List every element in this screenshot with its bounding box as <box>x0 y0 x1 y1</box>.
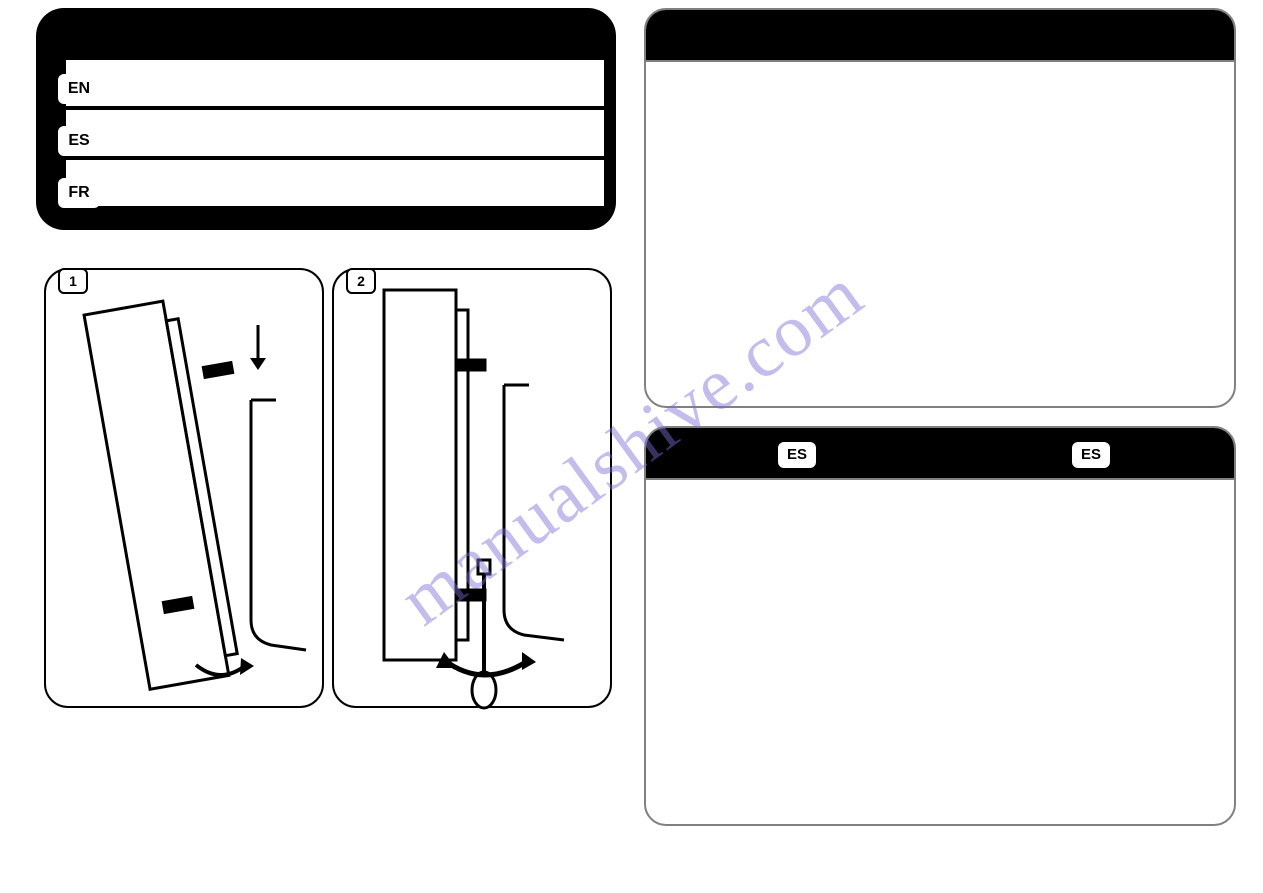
info-panel-bottom: ES ES <box>644 426 1236 826</box>
panel-number: 1 <box>58 268 88 294</box>
diagram-panel-2: 2 <box>332 268 612 708</box>
panel-number: 2 <box>346 268 376 294</box>
page: EN ES FR 1 <box>0 0 1263 893</box>
instruction-row-es <box>66 110 604 156</box>
diagram-panel-1: 1 <box>44 268 324 708</box>
instruction-row-en <box>66 60 604 106</box>
instruction-row-fr <box>66 160 604 206</box>
lang-tab-en: EN <box>58 74 100 104</box>
info-panel-top <box>644 8 1236 408</box>
lang-tab-fr: FR <box>58 178 100 208</box>
info-panel-header <box>646 10 1234 62</box>
lang-tab-es: ES <box>58 126 100 156</box>
instructions-box: EN ES FR <box>36 8 616 230</box>
lang-badge-es: ES <box>1072 442 1110 468</box>
diagram-1-svg <box>46 270 326 710</box>
info-panel-header: ES ES <box>646 428 1234 480</box>
diagram-2-svg <box>334 270 614 710</box>
lang-badge-es: ES <box>778 442 816 468</box>
